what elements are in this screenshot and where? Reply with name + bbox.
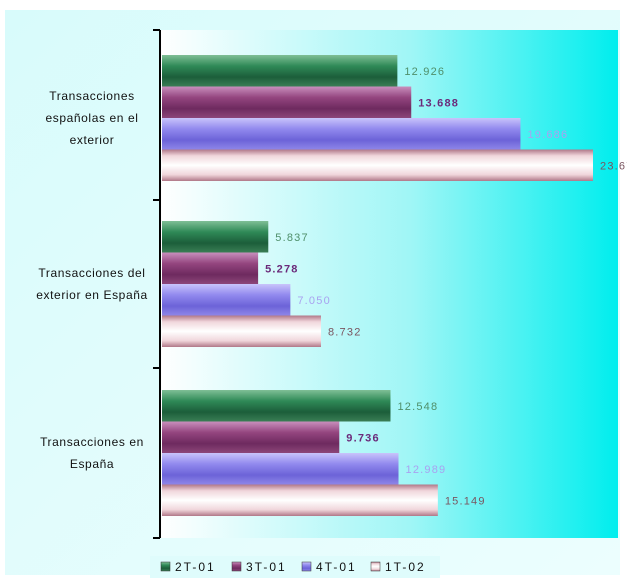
value-label-1T-02-1: 23.67: [600, 160, 627, 172]
value-label-4T-01-3: 12.989: [406, 464, 447, 476]
category-label: exterior en España: [36, 288, 148, 302]
value-label-4T-01-1: 19.686: [527, 129, 568, 141]
value-label-2T-01-3: 12.548: [397, 401, 438, 413]
legend-label-3T-01: 3T-01: [246, 560, 287, 574]
bar-1T-02-3: [162, 484, 438, 516]
value-label-4T-01-2: 7.050: [297, 295, 331, 307]
legend-swatch-4T-01: [301, 561, 312, 572]
value-label-3T-01-2: 5.278: [265, 263, 299, 275]
value-label-2T-01-2: 5.837: [275, 232, 309, 244]
bar-2T-01-1: [162, 55, 398, 87]
category-label: exterior: [70, 133, 115, 147]
category-label: Transacciones del: [38, 266, 145, 280]
category-label: España: [70, 457, 114, 471]
value-label-1T-02-2: 8.732: [328, 326, 362, 338]
bar-2T-01-2: [162, 221, 269, 253]
bar-4T-01-2: [162, 284, 291, 316]
category-label: Transacciones en: [40, 435, 144, 449]
legend-label-2T-01: 2T-01: [175, 560, 216, 574]
value-label-3T-01-1: 13.688: [418, 97, 459, 109]
bar-1T-02-1: [162, 149, 593, 181]
bar-3T-01-2: [162, 252, 259, 284]
legend-label-1T-02: 1T-02: [385, 560, 426, 574]
category-label: españolas en el: [45, 111, 138, 125]
bar-2T-01-3: [162, 390, 391, 422]
legend-swatch-3T-01: [231, 561, 242, 572]
legend-swatch-2T-01: [160, 561, 171, 572]
category-label: Transacciones: [49, 89, 134, 103]
bar-1T-02-2: [162, 315, 321, 347]
category-labels: Transacciones españolas en el exterior Tran…: [36, 89, 148, 471]
value-label-1T-02-3: 15.149: [445, 495, 486, 507]
legend: 2T-01 3T-01 4T-01 1T-02: [160, 560, 426, 574]
bar-4T-01-3: [162, 453, 399, 485]
bar-3T-01-3: [162, 421, 340, 453]
bar-3T-01-1: [162, 86, 412, 118]
bar-4T-01-1: [162, 118, 521, 150]
value-labels: 12.926 13.688 19.686 23.67 5.837 5.278 7.050 8.…: [265, 66, 627, 508]
legend-box: [150, 556, 440, 578]
value-label-2T-01-1: 12.926: [404, 66, 445, 78]
y-axis-ticks: [153, 29, 160, 539]
legend-swatch-1T-02: [370, 561, 381, 572]
bars-layer: [162, 55, 593, 516]
legend-label-4T-01: 4T-01: [316, 560, 357, 574]
value-label-3T-01-3: 9.736: [346, 432, 380, 444]
